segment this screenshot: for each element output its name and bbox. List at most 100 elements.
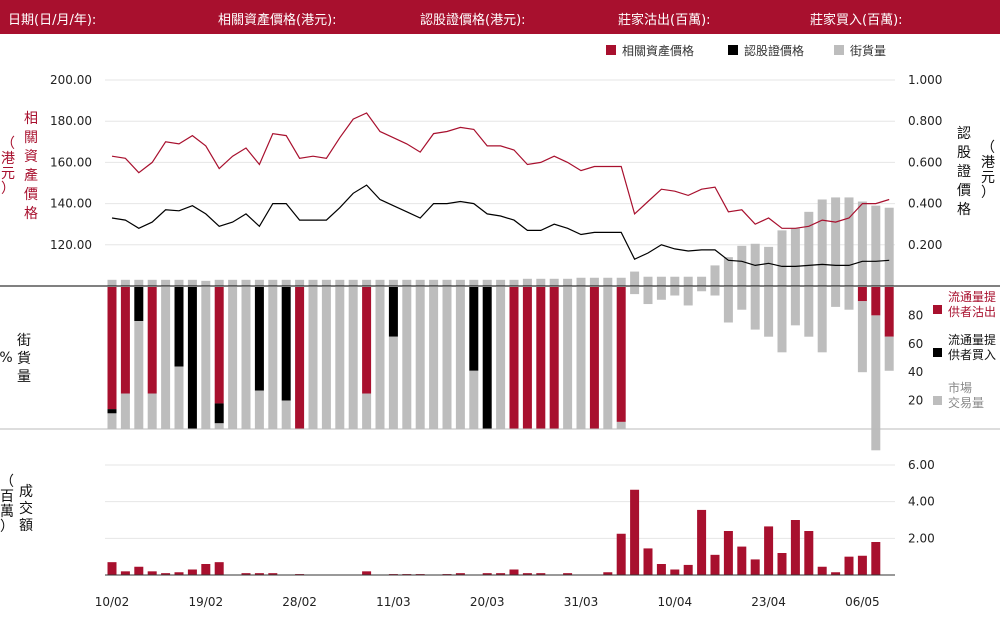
y-left-unit-char: （ [1,136,15,152]
lp-buy-bar [187,287,197,429]
outstanding-bar [831,197,841,286]
market-volume-bar [857,301,867,373]
legend-label-mid: 流通量提 [948,332,996,347]
outstanding-bar [388,279,398,286]
y-right-title-char: 股 [957,145,971,161]
y-left-tick-label: 160.00 [50,155,92,169]
x-tick-label: 10/02 [95,595,130,609]
outstanding-bar [308,279,318,286]
outstanding-bar [589,277,599,286]
outstanding-bar [321,279,331,286]
market-volume-bar [107,413,117,429]
market-volume-bar [214,423,224,429]
turnover-bar [201,564,211,575]
header-bar: 日期(日/月/年): 相關資產價格(港元): 認股證價格(港元): 莊家沽出(百… [0,0,1000,34]
y-left-unit-char: ） [1,181,15,197]
outstanding-bar [241,279,251,286]
outstanding-bar [884,207,894,286]
outstanding-bar [616,277,626,286]
x-tick-label: 19/02 [189,595,224,609]
market-volume-bar [161,287,171,429]
outstanding-bar [737,245,747,286]
turnover-bar [790,520,800,575]
outstanding-bar [281,279,291,286]
legend-label-mid: 流通量提 [948,289,996,304]
y-right-tick-label: 0.800 [908,114,942,128]
turnover-bar [241,573,251,575]
y-right-tick-label: 0.200 [908,238,942,252]
outstanding-bar [656,276,666,286]
y-right-unit-char: （ [981,140,995,156]
y-mid-tick-label: 60 [908,337,923,351]
market-volume-bar [335,287,345,429]
header-lp-buy-label: 莊家買入(百萬): [810,13,903,28]
turnover-bar [764,526,774,575]
outstanding-bar [107,279,117,286]
turnover-bar [723,531,733,575]
market-volume-bar [777,287,787,353]
lp-sell-bar [589,287,599,429]
outstanding-bar [723,257,733,286]
turnover-bar [683,564,693,575]
outstanding-bar [214,279,224,286]
y-mid-title-char: 街 [17,333,31,349]
market-volume-bar [254,390,264,429]
legend-label-mid: 供者買入 [948,348,996,362]
market-volume-bar [884,336,894,371]
market-volume-bar [174,366,184,429]
market-volume-bar [643,287,653,305]
turnover-bar [563,573,573,575]
market-volume-bar [442,287,452,429]
market-volume-bar [630,287,640,295]
turnover-bar [804,531,814,575]
lp-buy-bar [469,287,479,371]
lp-buy-bar [254,287,264,391]
outstanding-bar [804,211,814,286]
y-mid-tick-label: 40 [908,365,923,379]
market-volume-bar [241,287,251,429]
outstanding-bar [228,279,238,286]
market-volume-bar [455,287,465,429]
lp-buy-bar [281,287,291,401]
lp-sell-bar [549,287,559,429]
turnover-bar [844,556,854,575]
outstanding-bar [348,279,358,286]
legend-label-top: 相關資產價格 [622,43,694,58]
y-bottom-unit-char: 百 [0,489,14,505]
legend-swatch-mid [933,396,942,405]
market-volume-bar [228,287,238,429]
x-tick-label: 06/05 [845,595,880,609]
market-volume-bar [790,287,800,326]
y-left-tick-label: 120.00 [50,238,92,252]
outstanding-bar [429,279,439,286]
y-right-title-char: 認 [957,126,971,142]
lp-sell-bar [536,287,546,429]
turnover-bar [161,573,171,575]
turnover-bar [630,489,640,575]
turnover-bar [643,548,653,575]
y-left-unit-char: 港 [1,151,15,167]
turnover-bar [871,542,881,575]
outstanding-bar [670,276,680,286]
outstanding-bar [509,279,519,286]
header-asset-price-label: 相關資產價格(港元): [218,13,337,28]
asset-price-line [111,112,890,229]
market-volume-bar [469,370,479,429]
market-volume-bar [402,287,412,429]
market-volume-bar [147,393,157,429]
y-bottom-unit-char: ） [0,519,14,535]
lp-sell-bar [857,287,867,302]
outstanding-bar [536,278,546,286]
y-left-title-char: 產 [24,167,38,184]
market-volume-bar [670,287,680,296]
market-volume-bar [603,287,613,429]
legend-swatch-mid [933,305,942,314]
market-volume-bar [697,287,707,292]
outstanding-bar [764,246,774,286]
lp-buy-bar [388,287,398,337]
turnover-bar [174,572,184,575]
x-tick-label: 11/03 [376,595,411,609]
outstanding-bar [469,279,479,286]
market-volume-bar [764,287,774,337]
market-volume-bar [496,287,506,429]
